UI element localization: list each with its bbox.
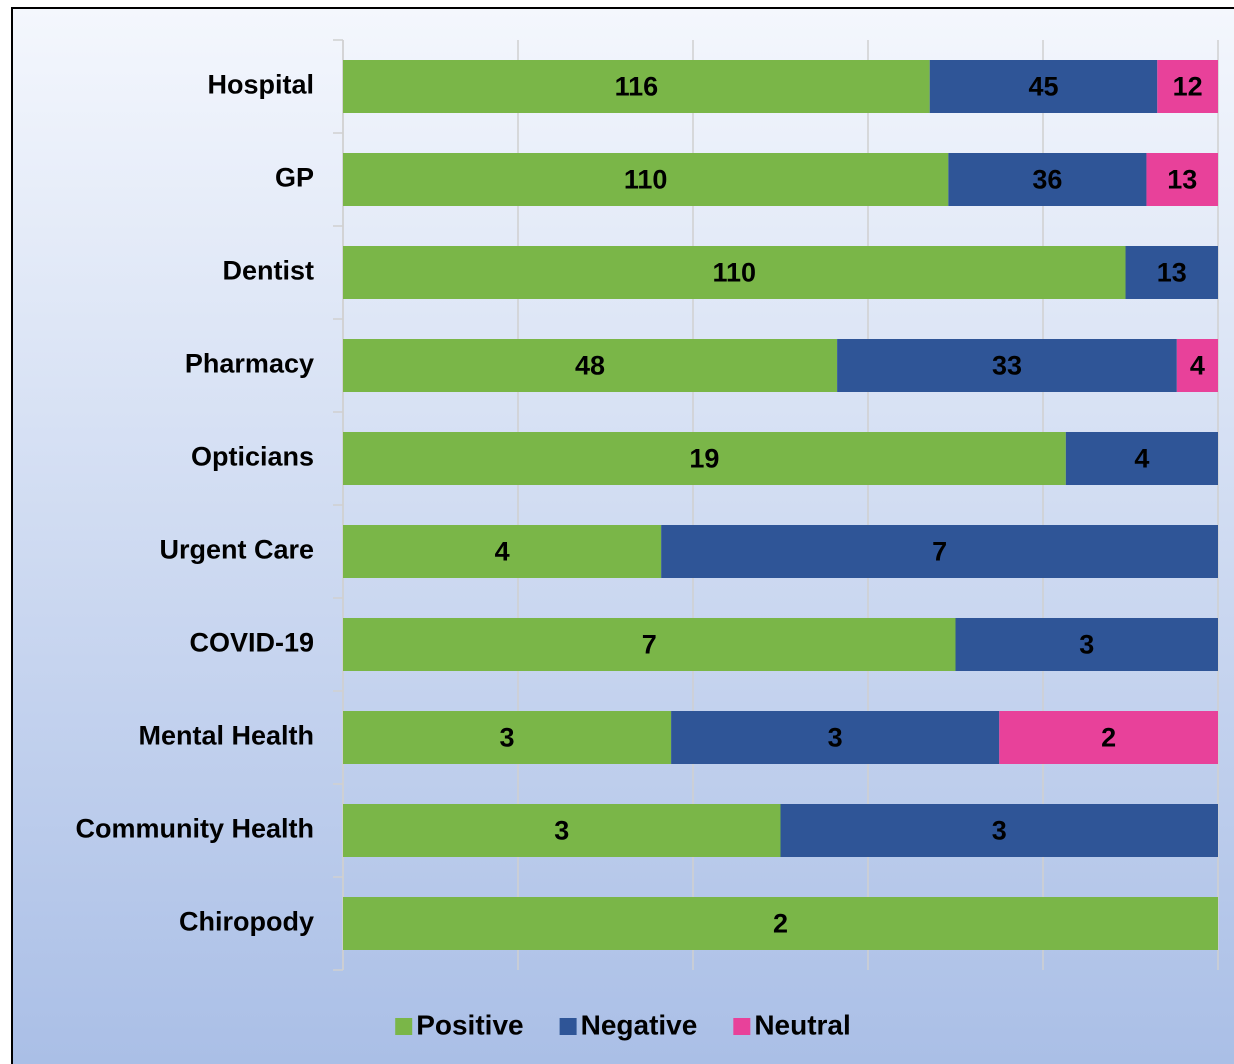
bar-segment — [999, 711, 1218, 764]
data-label: 45 — [1028, 72, 1058, 102]
bar-segment — [343, 432, 1066, 485]
bar-segment — [343, 525, 662, 578]
bar-segment — [1125, 246, 1218, 299]
data-label: 3 — [992, 816, 1007, 846]
legend-swatch — [733, 1018, 751, 1035]
data-label: 110 — [624, 165, 668, 195]
data-label: 3 — [1079, 630, 1094, 660]
bar-segment — [948, 153, 1147, 206]
bar-segment — [780, 804, 1218, 857]
bar-segment — [343, 711, 672, 764]
data-label: 7 — [642, 630, 657, 660]
data-label: 4 — [495, 537, 510, 567]
category-label: GP — [275, 163, 314, 193]
data-label: 4 — [1190, 351, 1205, 381]
data-label: 13 — [1157, 258, 1187, 288]
legend-label: Negative — [581, 1009, 698, 1040]
data-label: 3 — [554, 816, 569, 846]
data-label: 13 — [1167, 165, 1197, 195]
bar-segment — [1176, 339, 1218, 392]
category-label: Hospital — [207, 70, 314, 100]
bar-segment — [955, 618, 1218, 671]
data-label: 2 — [1101, 723, 1116, 753]
data-label: 116 — [615, 72, 659, 102]
bar-segment — [1157, 60, 1218, 113]
bar-segment — [343, 339, 838, 392]
bar-segment — [661, 525, 1218, 578]
data-label: 33 — [992, 351, 1022, 381]
data-label: 19 — [689, 444, 719, 474]
legend-label: Positive — [416, 1009, 523, 1040]
bar-segment — [1146, 153, 1218, 206]
category-label: Opticians — [191, 442, 314, 472]
data-label: 48 — [575, 351, 605, 381]
data-label: 36 — [1032, 165, 1062, 195]
bar-segment — [343, 60, 930, 113]
data-label: 7 — [932, 537, 947, 567]
legend-label: Neutral — [754, 1009, 850, 1040]
bar-segment — [929, 60, 1158, 113]
data-label: 3 — [500, 723, 515, 753]
data-label: 2 — [773, 909, 788, 939]
category-label: Community Health — [75, 814, 314, 844]
legend-swatch — [559, 1018, 577, 1035]
bar-segment — [343, 246, 1126, 299]
category-label: Mental Health — [138, 721, 314, 751]
category-label: Urgent Care — [159, 535, 314, 565]
data-label: 3 — [828, 723, 843, 753]
legend-swatch — [395, 1018, 413, 1035]
data-label: 4 — [1134, 444, 1149, 474]
bar-segment — [1065, 432, 1218, 485]
bar-segment — [671, 711, 1000, 764]
data-label: 110 — [712, 258, 756, 288]
category-label: Chiropody — [179, 907, 314, 937]
bar-segment — [837, 339, 1177, 392]
bars: Hospital 116 45 12 GP 110 36 13 Dentist 110 13 Phar… — [75, 60, 1218, 950]
category-label: Dentist — [222, 256, 314, 286]
data-label: 12 — [1173, 72, 1203, 102]
category-label: COVID-19 — [189, 628, 314, 658]
bar-segment — [343, 618, 956, 671]
bar-segment — [343, 897, 1218, 950]
category-label: Pharmacy — [185, 349, 314, 379]
legend: Positive Negative Neutral — [395, 1009, 851, 1040]
bar-segment — [343, 153, 949, 206]
bar-segment — [343, 804, 781, 857]
